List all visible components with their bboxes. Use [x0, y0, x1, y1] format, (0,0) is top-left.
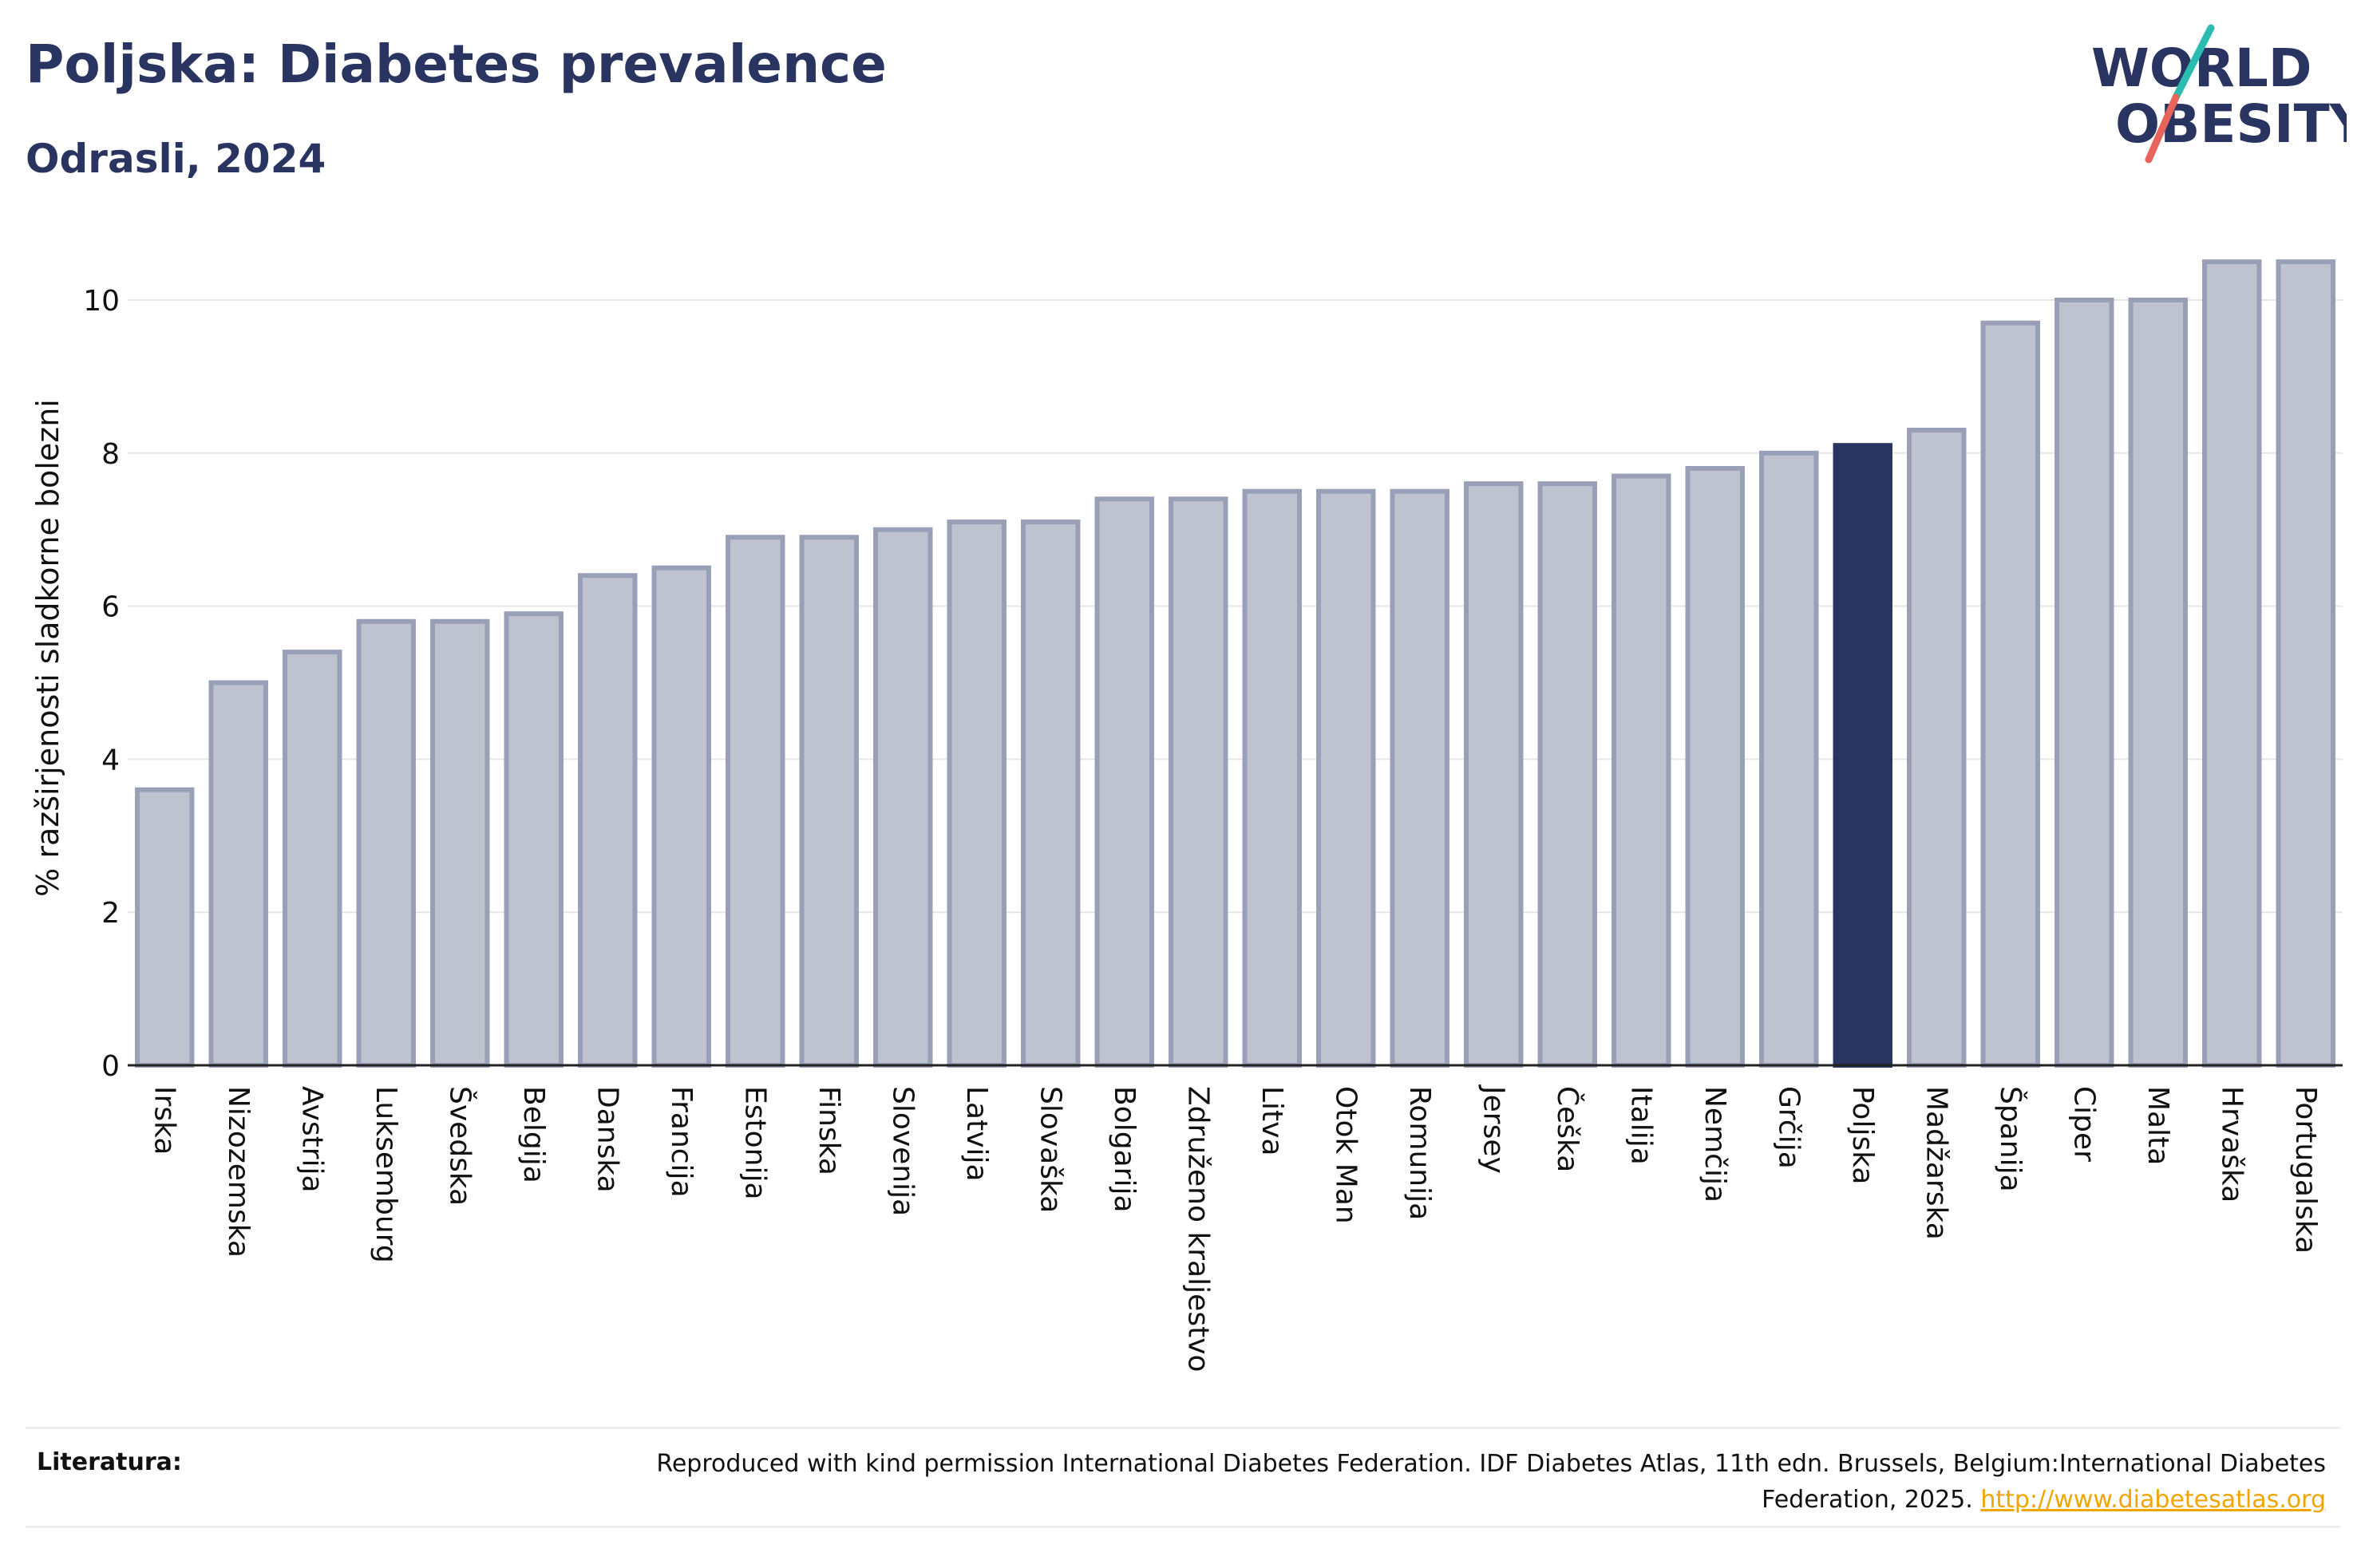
footer-source: Reproduced with kind permission Internat…: [570, 1446, 2326, 1518]
bar-nemčija: [1685, 465, 1745, 1068]
x-tick-label: Estonija: [738, 1086, 771, 1200]
bar-hrvaška: [2202, 259, 2262, 1068]
bar-chart: 0 2 4 6 8 10 Irska Nizozemska Avstrija Luksembur…: [83, 259, 2343, 1372]
x-tick-label: Francija: [665, 1086, 698, 1198]
x-tick-label: Irska: [148, 1086, 180, 1155]
x-tick-label: Portugalska: [2289, 1086, 2322, 1254]
x-tick-label: Avstrija: [295, 1086, 328, 1193]
x-tick-label: Finska: [813, 1086, 845, 1175]
y-tick-label: 6: [101, 591, 120, 624]
footer-divider-top: [26, 1427, 2340, 1429]
bar-belgija: [504, 611, 564, 1068]
source-text: Reproduced with kind permission Internat…: [656, 1450, 2326, 1514]
x-tick-label: Belgija: [517, 1086, 550, 1183]
x-tick-label: Švedska: [443, 1086, 477, 1206]
bar-poljska: [1833, 443, 1892, 1068]
x-tick-label: Latvija: [960, 1086, 993, 1182]
x-tick-label: Poljska: [1846, 1086, 1879, 1185]
bar-avstrija: [283, 650, 342, 1068]
bar-španija: [1980, 320, 2040, 1068]
y-tick-label: 0: [101, 1050, 120, 1083]
x-tick-label: Jersey: [1477, 1084, 1509, 1174]
x-tick-label: Nizozemska: [222, 1086, 255, 1258]
bar-latvija: [947, 519, 1006, 1068]
x-tick-label: Otok Man: [1329, 1086, 1362, 1224]
footer-divider-bottom: [26, 1526, 2340, 1528]
bar-litva: [1242, 488, 1302, 1068]
x-tick-label: Ciper: [2067, 1086, 2100, 1162]
x-tick-label: Slovaška: [1034, 1086, 1066, 1213]
bar-otok-man: [1316, 488, 1376, 1068]
x-tick-label: Italija: [1624, 1086, 1657, 1165]
bar-bolgarija: [1094, 496, 1154, 1068]
y-tick-label: 8: [101, 438, 120, 471]
bar-portugalska: [2276, 259, 2335, 1068]
x-tick-label: Madžarska: [1920, 1086, 1952, 1240]
x-tick-label: Malta: [2142, 1086, 2174, 1165]
label-layer: Irska Nizozemska Avstrija Luksemburg Švedska…: [148, 1084, 2322, 1372]
grid-layer: [128, 299, 2343, 914]
logo-slash-teal: [2172, 24, 2215, 101]
y-tick-label: 2: [101, 897, 120, 930]
chart-title: Poljska: Diabetes prevalence: [26, 34, 887, 95]
axis-layer: 0 2 4 6 8 10: [83, 285, 2343, 1083]
x-tick-label: Danska: [591, 1086, 623, 1193]
y-tick-label: 10: [83, 285, 120, 318]
bar-nizozemska: [208, 680, 268, 1068]
x-tick-label: Španija: [1994, 1086, 2027, 1192]
bar-romunija: [1390, 488, 1449, 1068]
bar-jersey: [1464, 481, 1524, 1068]
bar-francija: [651, 565, 711, 1068]
bar-layer: [135, 259, 2335, 1068]
chart-subtitle: Odrasli, 2024: [26, 136, 326, 182]
bar-italija: [1612, 473, 1671, 1068]
x-tick-label: Nemčija: [1699, 1086, 1731, 1203]
bar-luksemburg: [356, 618, 416, 1068]
bar-finska: [799, 535, 859, 1068]
bar-slovaška: [1021, 519, 1081, 1068]
bar-združeno-kraljestvo: [1169, 496, 1228, 1068]
world-obesity-logo: WORLD OBESITY: [2091, 24, 2347, 164]
logo-slash-red: [2145, 93, 2180, 164]
x-tick-label: Češka: [1551, 1086, 1584, 1172]
bar-slovenija: [873, 527, 933, 1068]
x-tick-label: Litva: [1256, 1086, 1288, 1156]
y-tick-label: 4: [101, 744, 120, 776]
x-tick-label: Luksemburg: [370, 1086, 402, 1263]
bar-grčija: [1759, 450, 1819, 1068]
bar-švedska: [430, 618, 490, 1068]
x-tick-label: Bolgarija: [1108, 1086, 1141, 1213]
x-tick-label: Hrvaška: [2215, 1086, 2248, 1203]
x-tick-label: Združeno kraljestvo: [1181, 1086, 1214, 1372]
footer-label: Literatura:: [37, 1448, 182, 1476]
bar-irska: [135, 787, 195, 1068]
bar-češka: [1537, 481, 1597, 1068]
source-link[interactable]: http://www.diabetesatlas.org: [1980, 1486, 2326, 1514]
x-tick-label: Romunija: [1403, 1086, 1436, 1220]
bar-madžarska: [1907, 428, 1967, 1068]
bar-estonija: [726, 535, 785, 1068]
y-axis-label: % razširjenosti sladkorne bolezni: [30, 399, 65, 897]
bar-ciper: [2055, 298, 2114, 1068]
bar-malta: [2128, 298, 2188, 1068]
bar-danska: [578, 573, 638, 1068]
x-tick-label: Slovenija: [886, 1086, 919, 1216]
x-tick-label: Grčija: [1772, 1086, 1805, 1169]
